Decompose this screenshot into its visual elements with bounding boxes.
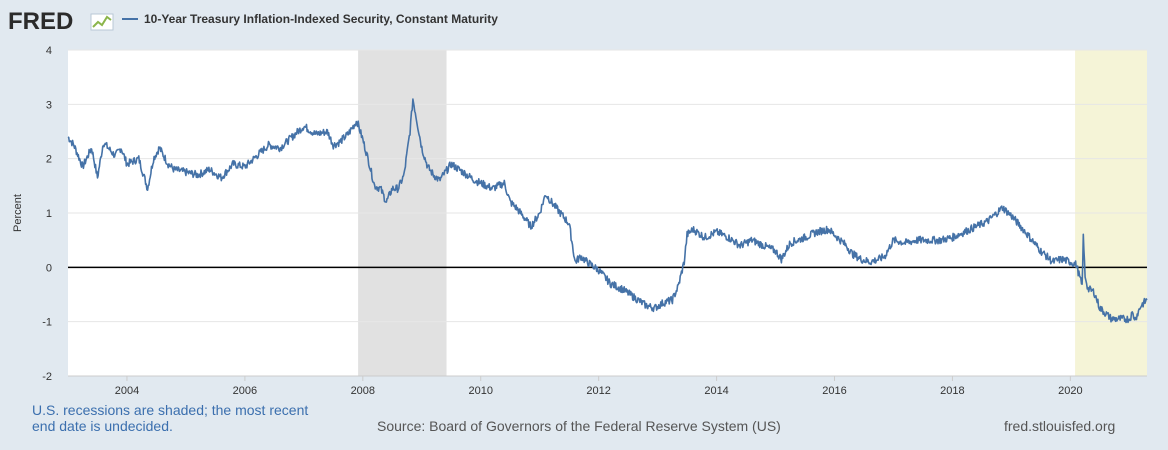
fred-url-link[interactable]: fred.stlouisfed.org <box>1004 418 1116 434</box>
y-axis: -2 -1 0 1 2 3 4 <box>42 45 52 383</box>
y-tick-label: 3 <box>46 99 52 111</box>
y-tick-label: 2 <box>46 154 52 166</box>
y-axis-title: Percent <box>12 194 24 232</box>
x-axis: 2004 2006 2008 2010 2012 2014 2016 2018 2020 <box>68 375 1147 397</box>
x-tick-label: 2018 <box>940 385 964 397</box>
x-tick-label: 2008 <box>351 385 375 397</box>
y-tick-label: 0 <box>46 262 52 274</box>
fred-logo-text: FRED <box>8 8 73 35</box>
source-note: Source: Board of Governors of the Federa… <box>377 418 781 434</box>
y-tick-label: -2 <box>42 371 52 383</box>
fred-logo[interactable]: FRED <box>8 6 118 41</box>
x-tick-label: 2014 <box>704 385 728 397</box>
x-tick-label: 2006 <box>233 385 257 397</box>
y-tick-label: -1 <box>42 317 52 329</box>
x-tick-label: 2012 <box>586 385 610 397</box>
logo-chart-icon <box>90 13 114 31</box>
legend-series-label: 10-Year Treasury Inflation-Indexed Secur… <box>144 12 498 26</box>
x-tick-label: 2010 <box>468 385 492 397</box>
chart-legend: 10-Year Treasury Inflation-Indexed Secur… <box>122 12 498 26</box>
y-tick-label: 1 <box>46 208 52 220</box>
legend-swatch <box>122 18 138 20</box>
x-tick-label: 2004 <box>115 385 139 397</box>
recession-note: U.S. recessions are shaded; the most rec… <box>32 402 309 434</box>
y-tick-label: 4 <box>46 45 52 57</box>
series-layer <box>67 98 1148 324</box>
x-tick-label: 2020 <box>1058 385 1082 397</box>
x-tick-label: 2016 <box>822 385 846 397</box>
series-line <box>67 98 1148 324</box>
